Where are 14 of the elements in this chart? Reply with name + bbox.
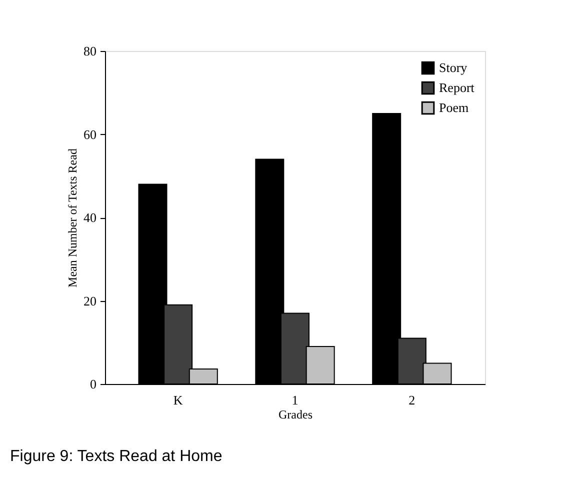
legend-label: Poem — [439, 100, 469, 115]
y-tick-label: 60 — [84, 126, 96, 142]
x-axis-title: Grades — [278, 408, 313, 422]
y-tick-label: 80 — [84, 44, 96, 58]
legend-label: Report — [439, 80, 475, 95]
y-tick-label: 20 — [84, 293, 96, 308]
y-tick-label: 0 — [90, 376, 96, 392]
x-tick-label: 2 — [408, 392, 416, 408]
y-axis-title: Mean Number of Texts Read — [66, 148, 80, 288]
y-tick-label: 40 — [84, 210, 96, 225]
legend-label: Story — [439, 60, 468, 75]
caption: Figure 9: Texts Read at Home — [10, 448, 222, 465]
x-tick-label: 1 — [292, 392, 298, 408]
x-tick-label: K — [173, 392, 184, 408]
